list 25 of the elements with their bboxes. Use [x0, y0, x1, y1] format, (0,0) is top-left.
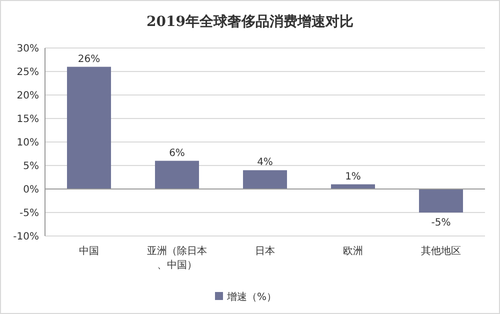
bar: [419, 189, 463, 212]
legend-label: 增速（%）: [226, 291, 277, 303]
y-tick-label: 5%: [23, 161, 39, 172]
y-tick-label: 25%: [16, 67, 39, 78]
y-tick-label: 15%: [16, 114, 39, 125]
x-tick-label: 欧洲: [343, 245, 363, 257]
text: 4%: [257, 157, 273, 168]
y-tick-label: 10%: [16, 138, 39, 148]
x-tick-label: 亚洲（除日本、中国）: [147, 245, 207, 271]
x-tick-label: 日本: [255, 245, 275, 257]
chart-title: 2019年全球奢侈品消费增速对比: [146, 14, 354, 30]
text: 1%: [345, 171, 361, 182]
y-tick-label: -5%: [20, 208, 39, 219]
text: -5%: [431, 218, 451, 228]
text: 26%: [78, 54, 100, 65]
y-tick-label: 20%: [16, 90, 39, 102]
y-tick-label: 0%: [23, 184, 39, 196]
text: 6%: [169, 148, 185, 159]
y-tick-label: 30%: [16, 44, 39, 54]
bar: [67, 66, 111, 189]
bar: [155, 160, 199, 189]
bar: [243, 170, 287, 189]
y-tick-label: -10%: [13, 232, 39, 242]
x-tick-label: 中国: [79, 245, 99, 257]
x-tick-label: 其他地区: [421, 245, 461, 257]
